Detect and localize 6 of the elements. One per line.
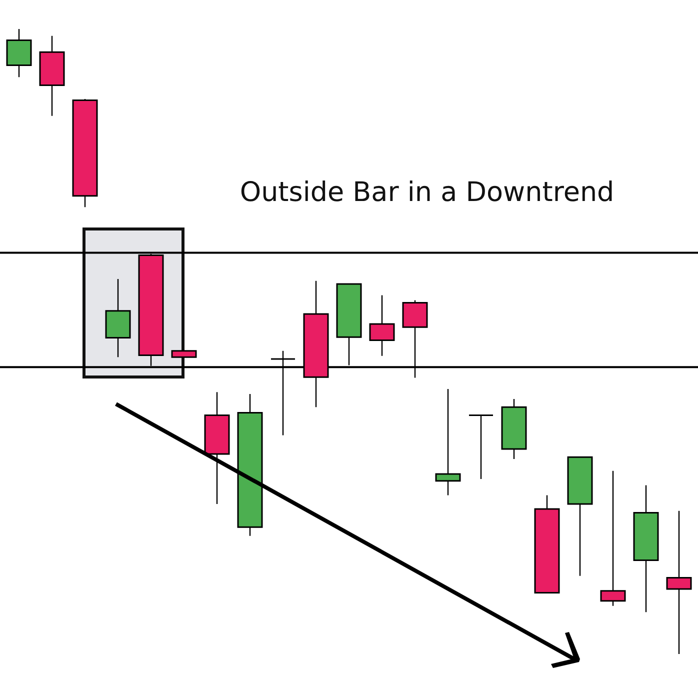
candlestick [666,510,692,655]
candlestick [435,388,461,496]
candlestick [468,414,494,480]
text: Outside Bar in a Downtrend [240,177,614,208]
candlestick [600,470,626,606]
candlestick [369,294,395,356]
